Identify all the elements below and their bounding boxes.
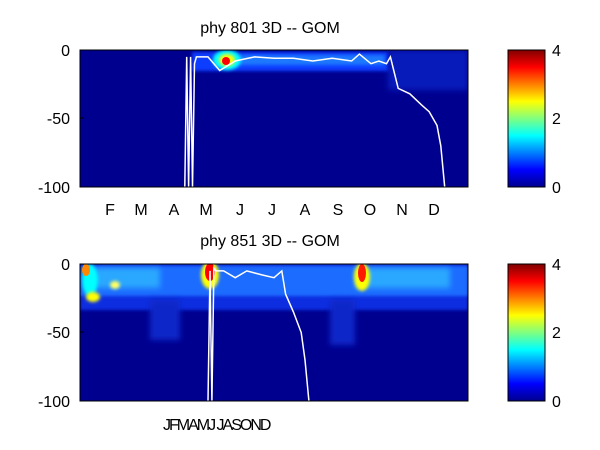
- chart-title-2: phy 851 3D -- GOM: [200, 233, 340, 250]
- y-tick-label-1-0: 0: [61, 43, 70, 60]
- colorbar-1: 4 2 0: [507, 43, 561, 197]
- y-tick-label-1-50: -50: [47, 111, 70, 128]
- heat-band-2d: [355, 268, 450, 288]
- heat-fade-1: [388, 50, 468, 90]
- colorbar-tick-label-2-0: 0: [552, 394, 561, 411]
- heat-bloom-2a-core: [82, 264, 90, 276]
- y-tick-label-2-100: -100: [38, 394, 70, 411]
- x-tick-label-1-oct: O: [364, 202, 376, 219]
- x-tick-label-1-mar: M: [134, 202, 147, 219]
- x-tick-label-1-jun: J: [236, 202, 244, 219]
- y-axis-1: 0 -50 -100: [38, 43, 84, 197]
- colorbar-gradient-2: [507, 263, 546, 402]
- colorbar-tick-label-1-4: 4: [552, 43, 561, 60]
- colorbar-tick-label-2-2: 2: [552, 325, 561, 342]
- y-axis-2: 0 -50 -100: [38, 257, 84, 411]
- mixed-layer-line-2: [207, 265, 310, 401]
- x-tick-label-1-jul: J: [268, 202, 276, 219]
- heat-bloom-2b: [86, 292, 100, 302]
- colorbar-tick-label-1-0: 0: [552, 180, 561, 197]
- heat-bloom-1c: [222, 57, 230, 65]
- heat-streak-2b: [330, 300, 355, 345]
- x-axis-1: F M A M J J A S O N D: [105, 202, 440, 219]
- colorbar-tick-label-2-4: 4: [552, 257, 561, 274]
- y-tick-label-2-50: -50: [47, 325, 70, 342]
- colorbar-2: 4 2 0: [507, 257, 561, 411]
- x-tick-label-1-feb: F: [105, 202, 115, 219]
- x-tick-label-1-apr: A: [169, 202, 180, 219]
- x-tick-label-1-dec: D: [428, 202, 440, 219]
- heat-band-2c: [95, 268, 160, 288]
- colorbar-tick-label-1-2: 2: [552, 111, 561, 128]
- x-tick-label-1-nov: N: [396, 202, 408, 219]
- x-tick-labels-2: JFMAMJ JASOND: [163, 417, 271, 434]
- heat-bloom-2c: [110, 281, 120, 289]
- mixed-layer-line-1: [184, 53, 446, 187]
- y-tick-label-2-0: 0: [61, 257, 70, 274]
- heatmap-1: [79, 49, 469, 188]
- heatmap-2: [79, 263, 469, 402]
- heat-streak-2a: [150, 300, 180, 340]
- y-tick-label-1-100: -100: [38, 180, 70, 197]
- heat-bloom-2e-core: [358, 264, 366, 282]
- x-tick-label-1-may: M: [199, 202, 212, 219]
- x-tick-label-1-aug: A: [300, 202, 311, 219]
- heat-band-1b: [215, 55, 385, 65]
- colorbar-gradient-1: [507, 49, 546, 188]
- chart-title-1: phy 801 3D -- GOM: [200, 20, 340, 37]
- x-tick-label-1-sep: S: [333, 202, 344, 219]
